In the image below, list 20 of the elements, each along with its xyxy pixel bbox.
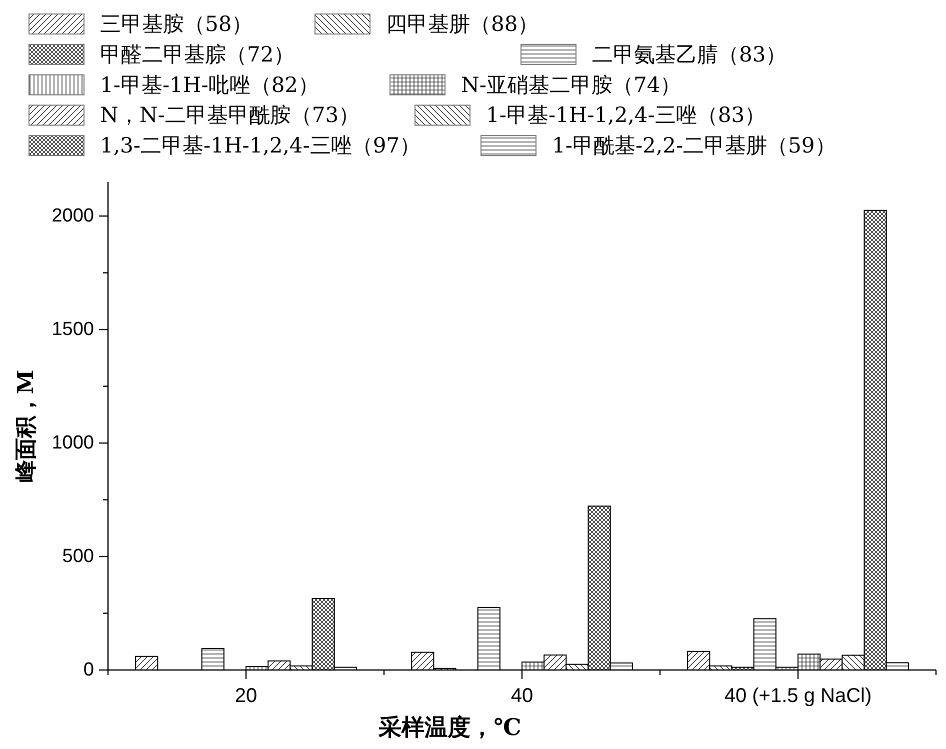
legend-label: 1-甲酰基-2,2-二甲基肼（59） — [552, 134, 836, 158]
legend-label: 二甲氨基乙腈（83） — [592, 42, 787, 66]
legend-label: 四甲基肼（88） — [386, 12, 539, 36]
y-axis-title: 峰面积，M — [13, 370, 39, 482]
legend-label: 1,3-二甲基-1H-1,2,4-三唑（97） — [100, 134, 421, 158]
legend-label: 1-甲基-1H-1,2,4-三唑（83） — [486, 103, 766, 128]
legend-label: N-亚硝基二甲胺（74） — [461, 72, 682, 97]
y-tick-label: 0 — [83, 660, 94, 680]
y-tick-label: 2000 — [52, 206, 94, 227]
x-tick-label: 20 — [234, 685, 258, 707]
y-tick-label: 1000 — [52, 432, 94, 454]
legend-label: N，N-二甲基甲酰胺（73） — [100, 103, 360, 128]
y-tick-label: 1500 — [52, 319, 94, 340]
legend-label: 1-甲基-1H-吡唑（82） — [100, 72, 320, 97]
x-axis-title: 采样温度，℃ — [378, 714, 522, 741]
y-tick-label: 500 — [62, 546, 94, 568]
legend-label: 甲醛二甲基腙（72） — [100, 42, 295, 66]
x-tick-label: 40 — [510, 685, 534, 707]
legend-label: 三甲基胺（58） — [100, 12, 253, 36]
x-tick-label: 40 (+1.5 g NaCl) — [724, 685, 872, 707]
